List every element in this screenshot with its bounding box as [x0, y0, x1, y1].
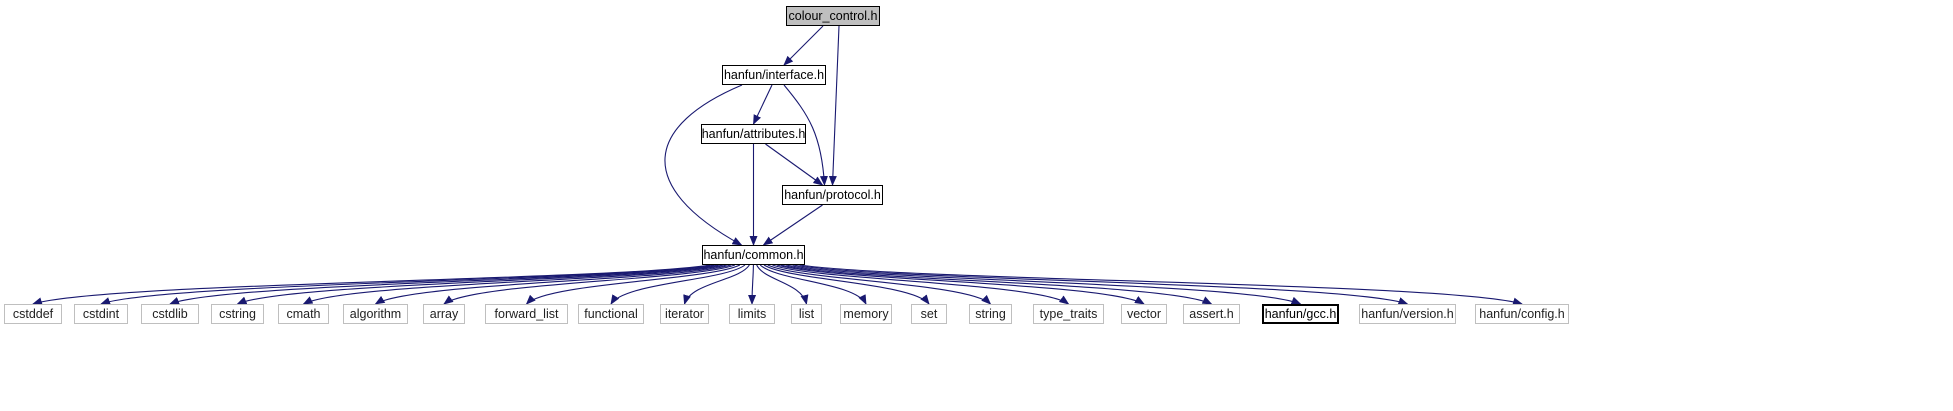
edge-layer: [32, 25, 1523, 306]
node-set: set: [911, 304, 947, 324]
edge-common-to-assert: [780, 264, 1213, 305]
node-array: array: [423, 304, 465, 324]
node-hanfun-version-h: hanfun/version.h: [1359, 304, 1456, 324]
edge-common-to-iterator: [683, 264, 750, 305]
edge-common-to-limits: [748, 264, 757, 305]
edge-common-to-cstddef: [32, 264, 711, 306]
node-hanfun-gcc-h[interactable]: hanfun/gcc.h: [1262, 304, 1339, 324]
node-list: list: [791, 304, 822, 324]
edge-common-to-forward-list: [525, 264, 741, 305]
node-limits: limits: [729, 304, 775, 324]
node-memory: memory: [840, 304, 892, 324]
edge-common-to-vector: [776, 264, 1145, 305]
node-cmath: cmath: [278, 304, 329, 324]
edge-attributes-to-protocol: [765, 143, 824, 186]
node-hanfun-interface-h[interactable]: hanfun/interface.h: [722, 65, 826, 85]
node-string: string: [969, 304, 1012, 324]
edge-interface-to-protocol: [783, 84, 828, 186]
edge-protocol-to-common: [762, 204, 823, 246]
edge-common-to-gcc: [786, 264, 1302, 305]
edge-common-to-cmath: [302, 264, 727, 305]
edge-common-to-cstdlib: [169, 264, 719, 305]
edge-common-to-string: [767, 264, 992, 305]
node-forward-list: forward_list: [485, 304, 568, 324]
edge-common-to-cstring: [236, 264, 723, 305]
edge-interface-to-attributes: [753, 84, 773, 125]
edge-common-to-set: [763, 264, 930, 305]
node-iterator: iterator: [660, 304, 709, 324]
node-vector: vector: [1121, 304, 1167, 324]
node-hanfun-attributes-h[interactable]: hanfun/attributes.h: [701, 124, 806, 144]
edge-interface-to-common: [664, 84, 743, 246]
edge-colour-control-to-interface: [783, 25, 824, 66]
node-algorithm: algorithm: [343, 304, 408, 324]
edge-common-to-version: [792, 264, 1409, 305]
edge-common-to-type-traits: [772, 264, 1070, 305]
node-hanfun-config-h: hanfun/config.h: [1475, 304, 1569, 324]
node-type-traits: type_traits: [1033, 304, 1104, 324]
edge-common-to-functional: [610, 264, 746, 305]
node-functional: functional: [578, 304, 644, 324]
node-hanfun-common-h[interactable]: hanfun/common.h: [702, 245, 805, 265]
node-colour-control-h[interactable]: colour_control.h: [786, 6, 880, 26]
node-cstdlib: cstdlib: [141, 304, 199, 324]
node-hanfun-protocol-h[interactable]: hanfun/protocol.h: [782, 185, 883, 205]
node-cstdint: cstdint: [74, 304, 128, 324]
edge-common-to-algorithm: [374, 264, 731, 305]
edge-colour-control-to-protocol: [828, 25, 840, 186]
edge-common-to-config: [799, 264, 1523, 306]
node-cstring: cstring: [211, 304, 264, 324]
node-assert-h: assert.h: [1183, 304, 1240, 324]
edge-common-to-memory: [759, 264, 867, 305]
edge-common-to-cstdint: [100, 264, 715, 305]
edge-common-to-list: [756, 264, 809, 305]
node-cstddef: cstddef: [4, 304, 62, 324]
edge-common-to-array: [443, 264, 736, 305]
